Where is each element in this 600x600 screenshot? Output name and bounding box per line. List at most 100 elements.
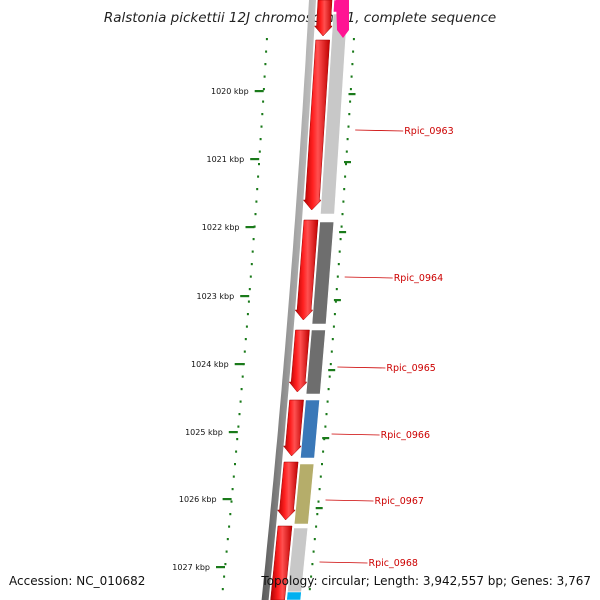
minor-tick <box>326 400 329 403</box>
kbp-label: 1023 kbp <box>196 292 234 301</box>
minor-tick <box>245 325 248 328</box>
minor-tick <box>239 400 242 403</box>
minor-tick <box>318 488 321 491</box>
gene-label-rpic-0967: Rpic_0967 <box>375 496 424 507</box>
minor-tick <box>262 100 265 103</box>
gene-label-rpic-0966: Rpic_0966 <box>381 430 430 441</box>
gene-labels: Rpic_0963 Rpic_0964 Rpic_0965 Rpic_0966 Rpic… <box>319 126 454 569</box>
minor-tick <box>235 450 238 453</box>
forward-cds-arrow <box>276 461 299 521</box>
minor-tick <box>313 538 316 541</box>
minor-tick <box>234 463 236 466</box>
reverse-gene-block <box>311 221 335 325</box>
topology-text: Topology: circular; Length: 3,942,557 bp… <box>261 574 591 588</box>
minor-tick <box>335 288 338 291</box>
kbp-label: 1027 kbp <box>172 563 210 572</box>
minor-tick <box>341 213 344 216</box>
forward-cds-arrow <box>270 525 293 600</box>
major-tick <box>216 566 225 569</box>
minor-tick <box>249 275 252 278</box>
backbone-ring <box>261 0 316 600</box>
minor-tick <box>310 575 313 578</box>
minor-tick <box>255 200 258 203</box>
minor-tick <box>244 338 247 341</box>
kbp-label: 1020 kbp <box>211 87 249 96</box>
minor-tick <box>224 563 227 566</box>
minor-tick <box>324 425 327 428</box>
minor-tick <box>228 525 231 528</box>
major-tick <box>348 93 356 96</box>
label-leader-line <box>355 129 404 132</box>
major-tick <box>328 369 336 372</box>
minor-tick <box>248 288 251 291</box>
major-tick <box>333 299 341 302</box>
minor-tick <box>236 438 239 441</box>
minor-tick <box>351 63 354 66</box>
top-gene-marker <box>336 0 349 38</box>
minor-tick <box>242 363 245 366</box>
minor-tick <box>343 188 346 191</box>
reverse-gene-block <box>305 329 326 395</box>
minor-tick <box>340 225 343 228</box>
forward-cds-arrow <box>302 39 330 211</box>
minor-tick <box>237 425 240 428</box>
minor-tick <box>250 263 253 266</box>
minor-tick <box>347 125 350 128</box>
forward-cds-arrow <box>282 399 304 457</box>
minor-tick <box>349 100 352 103</box>
minor-tick <box>226 538 229 541</box>
reverse-gene-block <box>300 399 320 459</box>
accession-text: Accession: NC_010682 <box>9 574 146 588</box>
minor-tick <box>349 88 352 91</box>
label-leader-line <box>344 276 393 279</box>
minor-tick <box>263 75 266 78</box>
label-leader-line <box>325 499 374 502</box>
major-tick <box>222 498 232 501</box>
reverse-gene-block <box>286 591 302 600</box>
minor-tick <box>329 363 332 366</box>
reverse-gene-block <box>293 463 315 525</box>
genome-backbone <box>261 0 316 600</box>
minor-tick <box>334 300 337 303</box>
minor-tick <box>312 550 315 553</box>
kbp-label: 1022 kbp <box>202 223 240 232</box>
minor-tick <box>331 338 334 341</box>
minor-tick <box>345 163 347 166</box>
major-tick <box>245 226 255 229</box>
major-tick <box>250 158 260 161</box>
minor-tick <box>332 325 335 328</box>
minor-tick <box>336 275 339 278</box>
minor-tick <box>243 350 246 353</box>
major-tick <box>344 161 351 164</box>
minor-tick <box>344 175 347 178</box>
major-tick <box>339 231 347 234</box>
forward-cds-arrow <box>288 329 310 393</box>
forward-cds-arrow <box>294 219 319 321</box>
gene-label-rpic-0963: Rpic_0963 <box>404 126 453 137</box>
minor-tick <box>352 50 355 53</box>
minor-tick <box>316 513 319 516</box>
label-leader-line <box>331 433 380 436</box>
minor-tick <box>346 138 349 141</box>
minor-tick <box>246 313 249 316</box>
label-leader-line <box>319 561 368 564</box>
minor-tick <box>265 38 268 41</box>
major-tick <box>315 507 323 510</box>
gene-label-rpic-0964: Rpic_0964 <box>394 273 443 284</box>
gene-label-rpic-0965: Rpic_0965 <box>386 363 435 374</box>
minor-tick <box>339 238 342 241</box>
tick-ring: 1020 kbp 1021 kbp 1022 kbp 1023 kbp 1024 kbp… <box>172 38 356 591</box>
minor-tick <box>238 413 241 416</box>
minor-tick <box>262 88 265 91</box>
minor-tick <box>348 113 351 116</box>
major-tick <box>254 90 264 93</box>
kbp-label: 1025 kbp <box>185 428 223 437</box>
minor-tick <box>230 500 233 503</box>
minor-tick <box>240 388 243 391</box>
minor-tick <box>325 413 328 416</box>
minor-tick <box>261 113 264 116</box>
minor-tick <box>265 50 268 53</box>
forward-strand-ring <box>270 0 334 600</box>
minor-tick <box>319 475 322 478</box>
